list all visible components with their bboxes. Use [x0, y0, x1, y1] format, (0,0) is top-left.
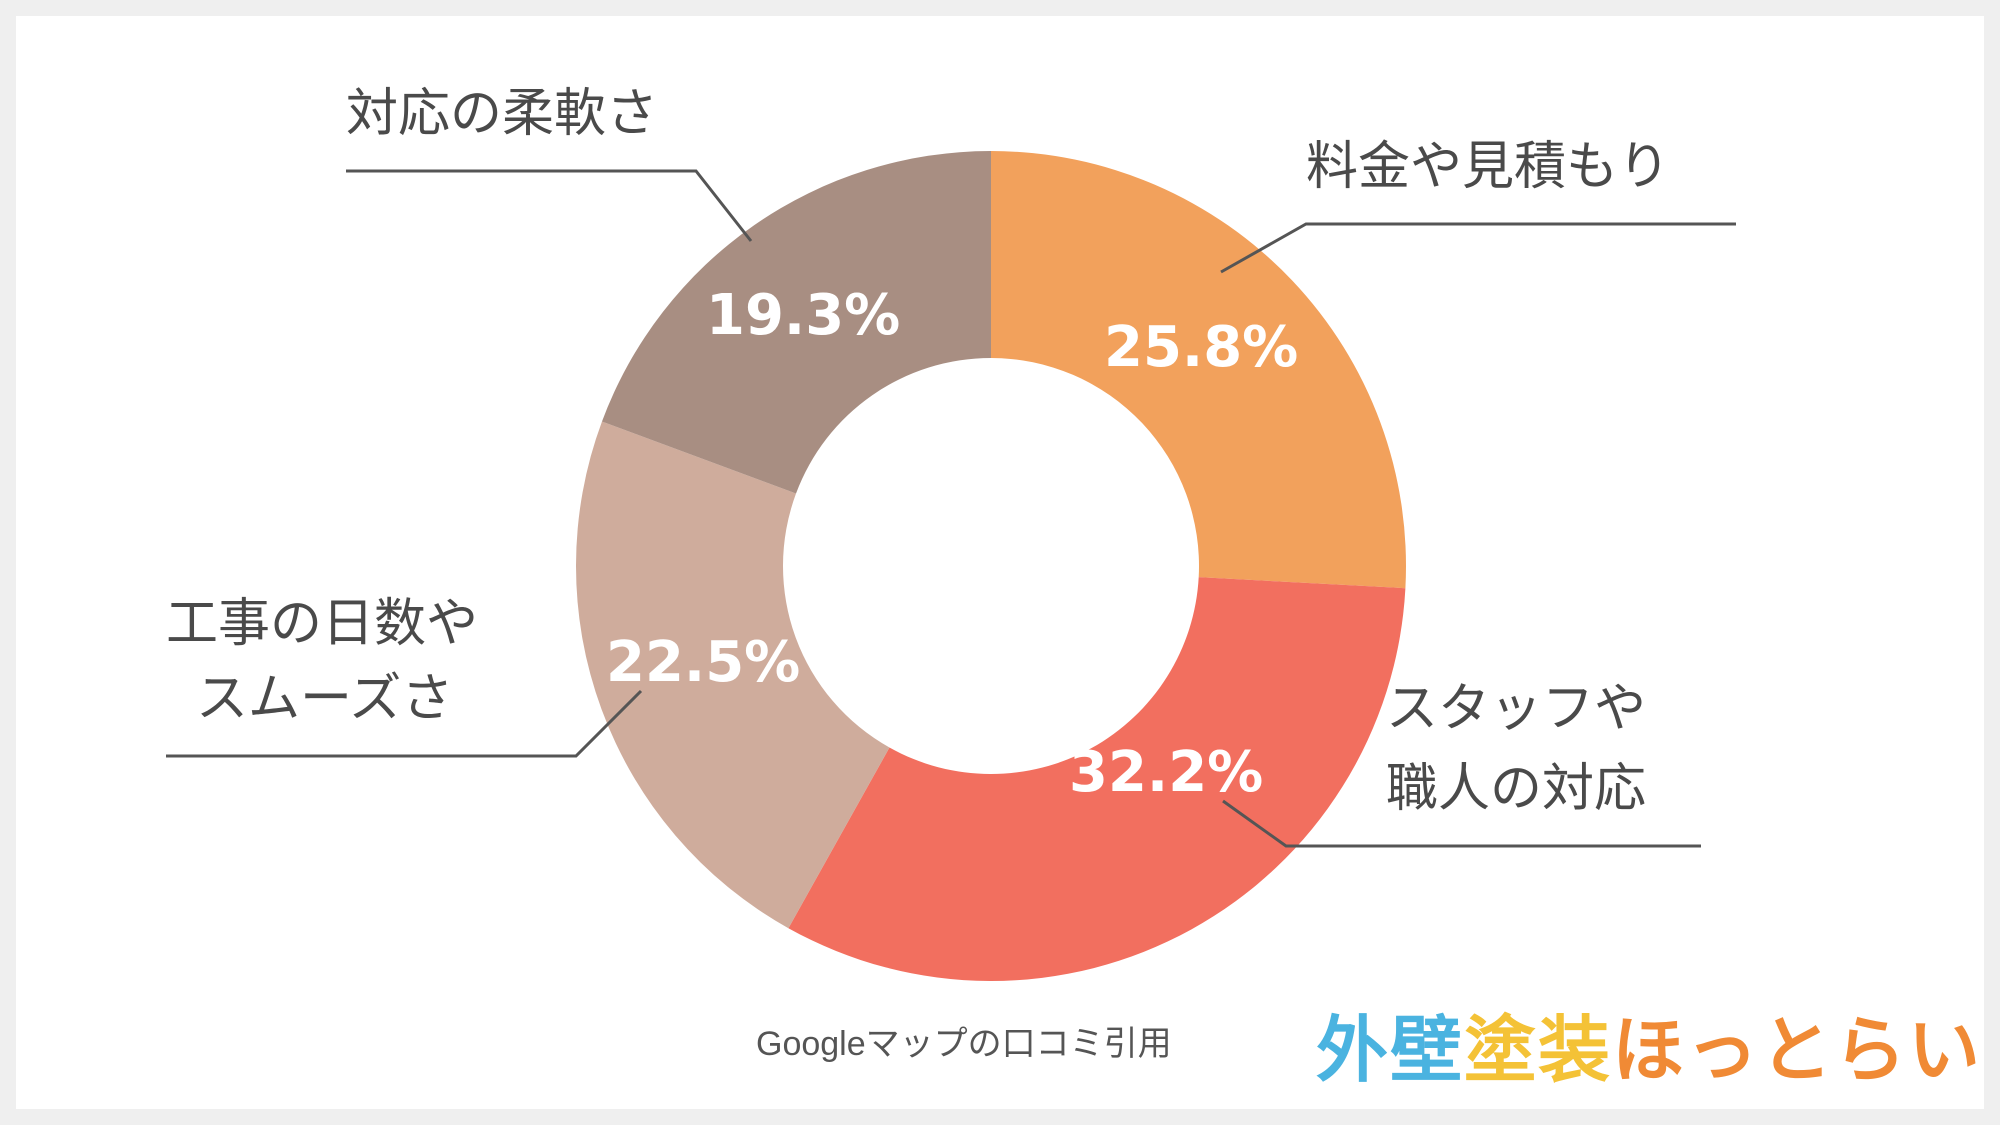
source-note: Googleマップの口コミ引用 [756, 1025, 1172, 1063]
slice-label-staff-line2: 職人の対応 [1386, 759, 1646, 819]
leader-line-slice2 [166, 689, 643, 758]
donut-slice-3 [601, 151, 991, 494]
leader-line-slice3 [346, 169, 753, 242]
slice-label-duration-line1: 工事の日数や [166, 594, 478, 654]
chart-card: 料金や見積もり スタッフや 職人の対応 工事の日数や スムーズさ 対応の柔軟さ … [16, 16, 1984, 1109]
slice-label-staff-line1: スタッフや [1386, 679, 1646, 739]
slice-label-flexibility: 対応の柔軟さ [346, 84, 658, 144]
slice-label-duration-line2: スムーズさ [196, 669, 453, 729]
donut-slice-1 [788, 577, 1406, 981]
donut-slices [575, 151, 1406, 981]
logo-part-paint: 塗装 [1464, 1008, 1613, 1092]
donut-chart: 料金や見積もり スタッフや 職人の対応 工事の日数や スムーズさ 対応の柔軟さ … [166, 84, 1736, 981]
pct-label-flexibility: 19.3% [706, 283, 900, 348]
donut-slice-0 [991, 151, 1406, 589]
donut-slice-2 [575, 421, 890, 929]
leader-line-slice1 [1222, 799, 1701, 848]
logo-part-wall: 外壁 [1316, 1008, 1465, 1092]
slice-label-fee: 料金や見積もり [1306, 137, 1670, 197]
logo-part-hotline: ほっとらいん [1612, 1008, 1984, 1092]
pct-label-fee: 25.8% [1104, 315, 1298, 380]
pct-label-staff: 32.2% [1069, 740, 1263, 805]
brand-logo: 外壁塗装ほっとらいん [1316, 991, 1984, 1092]
leader-line-slice0 [1220, 222, 1736, 274]
pct-label-duration: 22.5% [606, 630, 800, 695]
